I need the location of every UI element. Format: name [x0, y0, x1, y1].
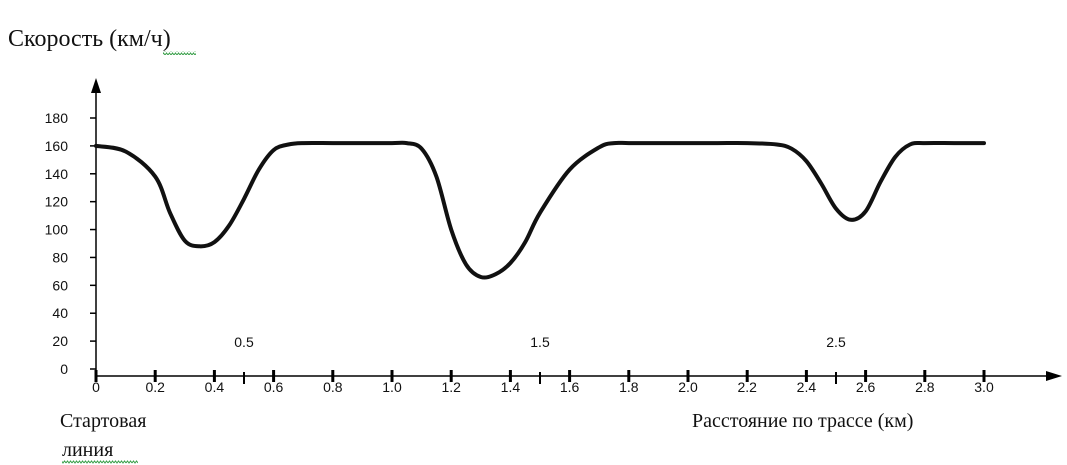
- x-tick-label: 0: [92, 379, 100, 395]
- spellcheck-underline: [62, 460, 138, 464]
- x-tick-label: 0.6: [264, 379, 284, 395]
- y-tick-label: 40: [52, 305, 68, 321]
- x-tick-label: 0.2: [145, 379, 165, 395]
- start-line-label-1: Стартовая: [60, 410, 146, 432]
- x-tick-label: 1.4: [501, 379, 521, 395]
- x-marker-labels: 0.5 1.5 2.5: [234, 334, 846, 384]
- x-ticks: 0 0.2 0.4 0.6 0.8 1.0 1.2 1.4 1.6 1.8 2.0 2.2 2.4 2.6…: [92, 370, 994, 395]
- x-tick-label: 1.2: [441, 379, 461, 395]
- y-tick-label: 60: [52, 277, 68, 293]
- start-line-label-2: линия: [62, 439, 113, 461]
- y-tick-label: 20: [52, 333, 68, 349]
- x-tick-label: 0.8: [323, 379, 343, 395]
- x-tick-label: 2.8: [915, 379, 935, 395]
- y-axis-title: Скорость (км/ч): [8, 26, 171, 52]
- marker-label: 2.5: [826, 334, 846, 350]
- x-tick-label: 2.4: [797, 379, 817, 395]
- spellcheck-underline: [163, 51, 196, 55]
- x-tick-label: 1.0: [382, 379, 402, 395]
- y-tick-label: 100: [45, 222, 69, 238]
- marker-label: 0.5: [234, 334, 254, 350]
- x-axis-title: Расстояние по трассе (км): [692, 410, 913, 432]
- x-tick-label: 2.0: [678, 379, 698, 395]
- y-tick-label: 0: [60, 361, 68, 377]
- x-tick-label: 2.2: [737, 379, 757, 395]
- y-tick-label: 180: [45, 110, 69, 126]
- x-tick-label: 0.4: [205, 379, 225, 395]
- y-axis-arrow: [91, 78, 101, 93]
- x-tick-label: 1.8: [619, 379, 639, 395]
- y-ticks: 0 20 40 60 80 100 120 140 160 180: [45, 110, 96, 377]
- y-tick-label: 80: [52, 249, 68, 265]
- x-axis-arrow: [1046, 371, 1062, 381]
- marker-label: 1.5: [530, 334, 550, 350]
- x-tick-label: 3.0: [974, 379, 994, 395]
- y-tick-label: 160: [45, 138, 69, 154]
- x-tick-label: 1.6: [560, 379, 580, 395]
- x-tick-label: 2.6: [856, 379, 876, 395]
- y-tick-label: 120: [45, 194, 69, 210]
- speed-curve: [94, 140, 986, 280]
- y-tick-label: 140: [45, 166, 69, 182]
